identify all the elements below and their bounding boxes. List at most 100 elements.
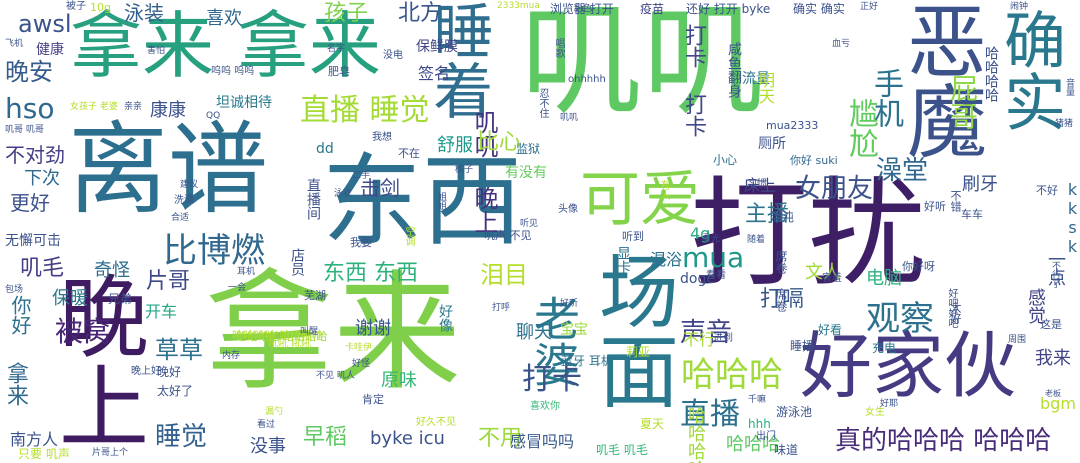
cloud-word: 睡着	[423, 0, 493, 120]
cloud-word: 东西 东西	[323, 261, 418, 286]
cloud-word: 混沌	[770, 210, 795, 224]
cloud-word: 太好了	[157, 384, 194, 398]
cloud-word: QQ	[206, 111, 221, 121]
cloud-word: 不错	[949, 190, 962, 212]
cloud-word: 我要	[350, 236, 372, 249]
cloud-word: 卡哇伊	[345, 343, 373, 353]
cloud-word: dd	[316, 141, 334, 157]
cloud-word: 孩子	[324, 1, 369, 26]
cloud-word: 听到	[622, 230, 644, 243]
cloud-word: doge	[680, 271, 715, 287]
cloud-word: 疫苗	[640, 2, 665, 16]
cloud-word: 蓝牙 耳机	[561, 354, 613, 368]
cloud-word: 拿来	[205, 259, 462, 408]
cloud-word: 闹钟	[1010, 2, 1029, 12]
cloud-word: 有人	[658, 180, 669, 200]
cloud-word: 明天	[756, 72, 775, 104]
cloud-word: 不在	[398, 147, 420, 160]
cloud-word: 浏览器 打开	[550, 2, 614, 16]
cloud-word: 叽叽	[520, 0, 764, 132]
cloud-word: 哈哈哈哈	[685, 406, 706, 463]
cloud-word: 比心	[477, 130, 522, 155]
cloud-word: 晚上好	[131, 366, 161, 377]
cloud-word: 片哥上个	[92, 448, 129, 458]
cloud-word: 草草	[155, 336, 203, 364]
cloud-word: 猪猪	[1055, 119, 1074, 129]
cloud-word: 我来	[1035, 348, 1071, 369]
cloud-word: 健康	[36, 42, 64, 58]
cloud-word: 打呼	[492, 303, 511, 313]
cloud-word: 打扰	[690, 165, 927, 303]
cloud-word: 不用	[478, 426, 523, 451]
cloud-word: 监狱	[516, 142, 541, 156]
cloud-word: 女朋友	[795, 174, 874, 204]
cloud-word: 呜呜 呜呜	[211, 66, 255, 77]
cloud-word: 味道	[774, 443, 799, 457]
cloud-word: 音量	[1064, 78, 1074, 96]
cloud-word: 肯定	[362, 393, 384, 406]
cloud-word: hhh	[748, 417, 771, 431]
cloud-word: 下次	[24, 168, 60, 189]
cloud-word: 有没有	[505, 165, 547, 181]
cloud-word: 我想	[372, 132, 392, 143]
cloud-word: 哈哈哈哈 哈哈哈哈	[236, 330, 328, 343]
cloud-word: 哈哈哈	[726, 434, 780, 455]
cloud-word: 空调	[403, 226, 414, 246]
cloud-word: 被窝	[55, 315, 112, 348]
cloud-word: 女孩子 老婆	[70, 102, 118, 112]
cloud-word: 不好	[1036, 184, 1058, 197]
cloud-word: 离谱	[68, 111, 268, 228]
cloud-word: 谢谢	[355, 318, 391, 339]
cloud-word: 耳机	[237, 267, 256, 277]
cloud-word: 忍不住	[537, 88, 548, 118]
cloud-word: 害怕	[147, 46, 166, 56]
cloud-word: 显卡	[615, 246, 631, 274]
cloud-word: 二手	[352, 171, 371, 181]
cloud-word: 康康	[150, 100, 186, 121]
cloud-word: 东西	[322, 143, 522, 260]
cloud-word: mua2333	[766, 119, 819, 132]
cloud-word: 没事	[250, 436, 286, 457]
cloud-word: 习惯	[747, 179, 767, 190]
cloud-word: 建议	[180, 180, 199, 190]
cloud-word: 手机	[868, 68, 903, 128]
cloud-word: 保暖	[52, 288, 88, 309]
cloud-word: 睡播	[790, 339, 815, 353]
cloud-word: hso	[5, 92, 55, 125]
cloud-word: 充电	[872, 341, 897, 355]
cloud-word: 名字	[327, 44, 346, 54]
cloud-word: 睡觉	[155, 422, 208, 452]
cloud-word: 好家伙	[800, 324, 1017, 408]
cloud-word: 开车	[145, 302, 178, 321]
cloud-word: 不对劲	[5, 143, 65, 167]
cloud-word: 舒服	[437, 135, 473, 156]
cloud-word: 叽声 不见	[484, 229, 532, 242]
cloud-word: 洗澡	[174, 195, 194, 206]
cloud-word: 签名	[418, 64, 451, 83]
cloud-word: 咸鱼翻身	[726, 42, 742, 98]
cloud-word: 这是	[1040, 318, 1062, 331]
cloud-word: 周围	[1008, 335, 1027, 345]
cloud-word: awsl	[18, 10, 72, 38]
cloud-word: 车车	[961, 208, 983, 221]
cloud-word: 泪目	[480, 261, 528, 289]
cloud-word: 不见 叽人	[316, 371, 355, 381]
cloud-word: ohhhhh	[568, 74, 606, 85]
cloud-word: 叽毛 叽毛	[596, 443, 648, 457]
cloud-word: 随着	[747, 235, 766, 245]
cloud-word: 头像	[558, 204, 578, 215]
cloud-word: 直播间	[305, 178, 321, 220]
cloud-word: 混浴	[650, 250, 683, 269]
cloud-word: 泳装	[124, 1, 164, 25]
cloud-word: 声音	[680, 318, 733, 348]
cloud-word: 包场	[5, 285, 24, 295]
cloud-word: mua	[682, 241, 745, 274]
cloud-word: 观察	[866, 299, 934, 339]
cloud-word: 莉亚	[626, 345, 651, 359]
cloud-word: 屁哥	[946, 74, 979, 130]
cloud-word: 亲亲	[124, 102, 143, 112]
cloud-word: 4g	[690, 224, 711, 243]
cloud-word: 你好	[8, 295, 32, 335]
cloud-word: 拿来 拿来	[70, 4, 381, 88]
